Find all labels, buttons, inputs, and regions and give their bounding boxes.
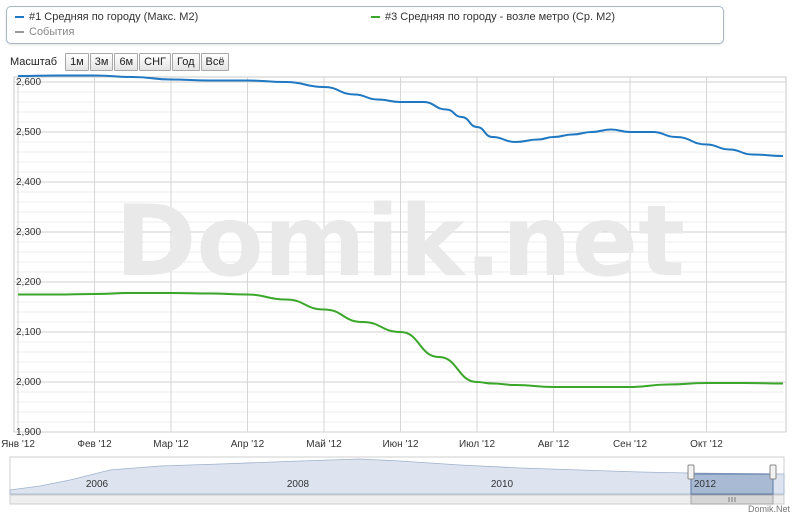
navigator[interactable]: 2006 2008 2010 2012 xyxy=(9,456,785,495)
y-tick-label: 2,200 xyxy=(16,277,41,288)
x-tick-label: Фев '12 xyxy=(77,439,112,450)
navigator-label-2008: 2008 xyxy=(287,479,310,490)
y-tick-label: 2,300 xyxy=(16,227,41,238)
events-swatch xyxy=(15,31,24,33)
zoom-year-button[interactable]: Год xyxy=(171,53,200,71)
x-tick-label: Май '12 xyxy=(306,439,342,450)
zoom-ytd-button[interactable]: СНГ xyxy=(139,53,171,71)
navigator-scrollbar[interactable] xyxy=(9,494,785,505)
y-tick-label: 2,100 xyxy=(16,327,41,338)
navigator-right-handle[interactable] xyxy=(769,464,777,480)
chart-grid xyxy=(13,76,787,433)
x-axis-ticks: Янв '12 Фев '12 Мар '12 Апр '12 Май '12 Июн '… xyxy=(1,439,723,450)
x-tick-label: Июн '12 xyxy=(382,439,418,450)
zoom-toolbar: Масштаб 1м 3м 6м СНГ Год Всё xyxy=(10,53,230,71)
navigator-selection[interactable] xyxy=(690,473,774,495)
scrollbar-grip-icon xyxy=(728,497,736,502)
series-line-2 xyxy=(18,292,784,389)
chart-series xyxy=(17,74,784,389)
watermark: Domik.net xyxy=(115,185,685,299)
zoom-all-button[interactable]: Всё xyxy=(200,53,230,71)
x-tick-label: Апр '12 xyxy=(231,439,265,450)
zoom-label: Масштаб xyxy=(10,56,58,68)
x-tick-label: Авг '12 xyxy=(538,439,570,450)
y-tick-label: 2,000 xyxy=(16,377,41,388)
navigator-label-2012: 2012 xyxy=(694,479,717,490)
series-1-swatch xyxy=(15,16,24,18)
x-tick-label: Июл '12 xyxy=(459,439,496,450)
y-tick-label: 1,900 xyxy=(16,427,41,438)
zoom-1m-button[interactable]: 1м xyxy=(65,53,89,71)
legend-item-events[interactable]: События xyxy=(15,26,74,38)
zoom-3m-button[interactable]: 3м xyxy=(89,53,114,71)
x-tick-label: Окт '12 xyxy=(690,439,723,450)
navigator-area xyxy=(9,458,785,495)
series-line-1 xyxy=(17,74,784,157)
legend-label: #1 Средняя по городу (Макс. М2) xyxy=(29,11,199,23)
series-3-swatch xyxy=(371,16,380,18)
scrollbar-track[interactable] xyxy=(9,494,785,505)
navigator-left-handle[interactable] xyxy=(687,464,695,480)
legend-item-series-3[interactable]: #3 Средняя по городу - возле метро (Ср. … xyxy=(371,11,615,23)
legend-item-series-1[interactable]: #1 Средняя по городу (Макс. М2) xyxy=(15,11,198,23)
x-tick-label: Сен '12 xyxy=(613,439,648,450)
y-tick-label: 2,600 xyxy=(16,77,41,88)
credit-label: Domik.Net xyxy=(748,504,791,514)
legend: #1 Средняя по городу (Макс. М2) #3 Средн… xyxy=(6,6,724,44)
legend-label: События xyxy=(29,26,75,38)
navigator-label-2006: 2006 xyxy=(86,479,109,490)
y-tick-label: 2,400 xyxy=(16,177,41,188)
zoom-6m-button[interactable]: 6м xyxy=(114,53,139,71)
y-axis-ticks: 1,900 2,000 2,100 2,200 2,300 2,400 2,500 2,600 xyxy=(16,77,41,438)
legend-label: #3 Средняя по городу - возле метро (Ср. … xyxy=(385,11,616,23)
x-tick-label: Янв '12 xyxy=(1,439,35,450)
navigator-label-2010: 2010 xyxy=(491,479,514,490)
y-tick-label: 2,500 xyxy=(16,127,41,138)
x-tick-label: Мар '12 xyxy=(153,439,189,450)
